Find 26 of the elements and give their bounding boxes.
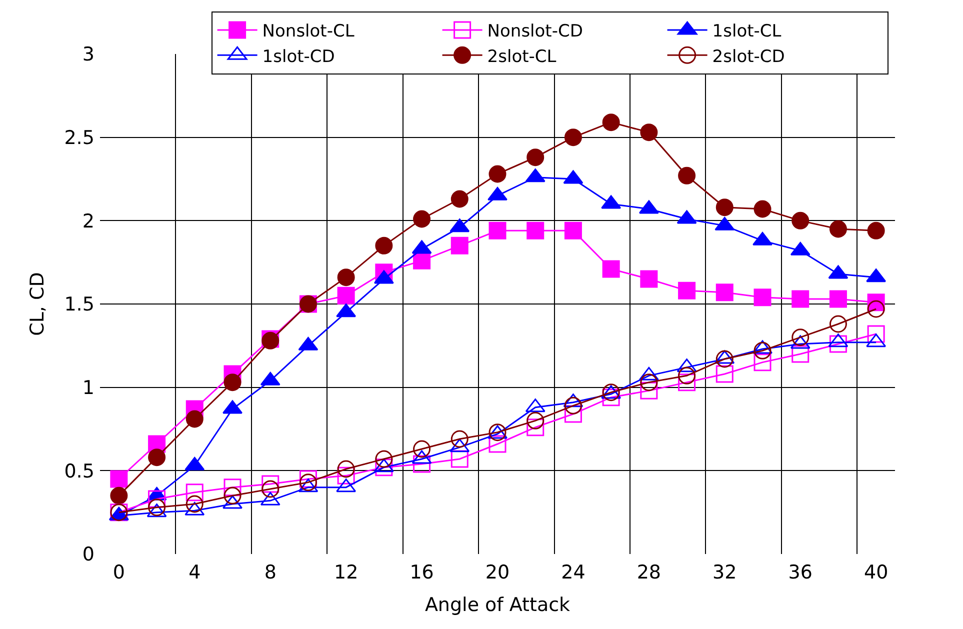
- x-axis-title: Angle of Attack: [424, 594, 570, 616]
- legend-label: 2slot-CD: [712, 46, 785, 67]
- legend-label: 2slot-CL: [487, 46, 557, 67]
- y-tick-label: 0.5: [64, 460, 94, 482]
- x-tick-label: 4: [188, 562, 201, 584]
- x-tick-label: 28: [636, 562, 662, 584]
- x-tick-label: 16: [410, 562, 434, 584]
- legend-label: 1slot-CD: [262, 46, 335, 67]
- legend-label: Nonslot-CL: [262, 22, 355, 42]
- y-tick-label: 2: [82, 210, 94, 232]
- x-tick-label: 12: [334, 562, 358, 584]
- y-tick-label: 0: [82, 544, 94, 566]
- x-tick-label: 20: [485, 562, 510, 584]
- y-axis-title: CL, CD: [26, 272, 49, 336]
- y-tick-label: 2.5: [64, 126, 94, 149]
- legend-label: Nonslot-CD: [487, 22, 583, 42]
- x-tick-label: 40: [864, 562, 888, 584]
- x-tick-label: 0: [112, 562, 125, 584]
- legend-label: 1slot-CL: [712, 22, 782, 42]
- y-tick-label: 1.5: [64, 294, 94, 316]
- y-tick-label: 3: [82, 44, 94, 66]
- y-tick-label: 1: [82, 376, 94, 399]
- x-tick-label: 24: [561, 562, 586, 584]
- x-tick-label: 32: [712, 562, 737, 584]
- x-tick-label: 36: [788, 562, 812, 584]
- x-tick-label: 8: [264, 562, 276, 584]
